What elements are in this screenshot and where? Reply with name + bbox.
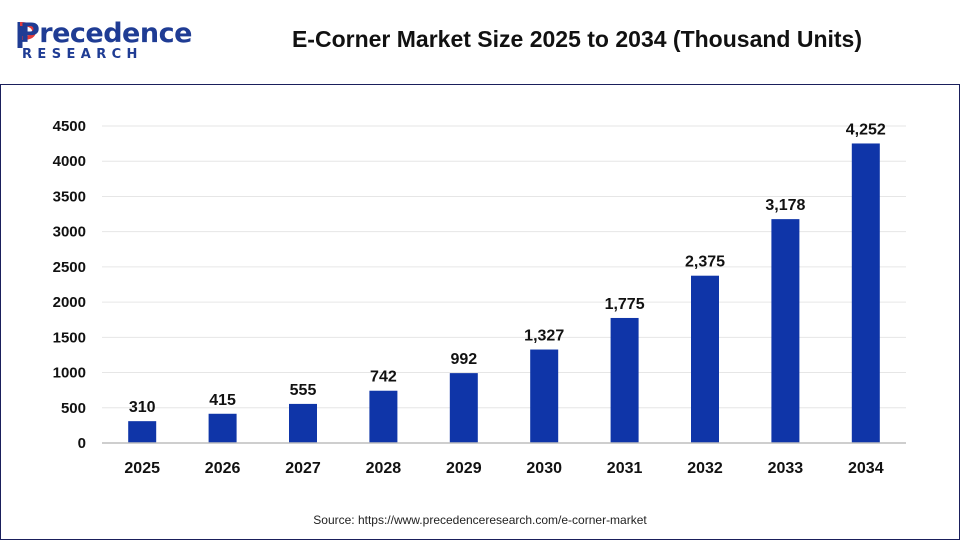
brand-logo: Precedence RESEARCH bbox=[16, 18, 192, 68]
bar bbox=[369, 390, 398, 443]
logo-mark-icon bbox=[17, 22, 37, 48]
y-tick-label: 3500 bbox=[53, 188, 86, 205]
brand-name: Precedence bbox=[20, 18, 192, 49]
bar bbox=[851, 143, 880, 443]
y-tick-label: 1000 bbox=[53, 365, 86, 382]
x-tick-label: 2028 bbox=[366, 460, 402, 477]
bar bbox=[530, 349, 559, 443]
data-label: 415 bbox=[209, 392, 236, 409]
y-tick-label: 500 bbox=[61, 400, 86, 417]
y-tick-label: 1500 bbox=[53, 329, 86, 346]
data-label: 555 bbox=[290, 382, 317, 399]
x-tick-label: 2032 bbox=[687, 460, 723, 477]
data-label: 1,327 bbox=[524, 328, 564, 345]
y-axis: 0 500 1000 1500 2000 2500 3000 3500 4000 4500 bbox=[53, 118, 86, 452]
bar bbox=[610, 317, 639, 443]
bar-chart: 0 500 1000 1500 2000 2500 3000 3500 4000 4500 310… bbox=[53, 118, 906, 477]
data-label: 992 bbox=[450, 351, 477, 368]
y-tick-label: 2500 bbox=[53, 259, 86, 276]
y-tick-label: 2000 bbox=[53, 294, 86, 311]
x-tick-label: 2030 bbox=[526, 460, 562, 477]
bar bbox=[289, 403, 317, 443]
x-tick-label: 2033 bbox=[768, 460, 804, 477]
brand-sub: RESEARCH bbox=[22, 47, 143, 62]
data-label: 1,775 bbox=[605, 296, 645, 313]
y-tick-label: 0 bbox=[78, 435, 86, 452]
x-tick-label: 2026 bbox=[205, 460, 241, 477]
data-label: 310 bbox=[129, 399, 156, 416]
data-labels: 310 415 555 742 992 1,327 1,775 2,375 3,178 4,252 bbox=[129, 121, 886, 416]
data-label: 2,375 bbox=[685, 254, 725, 271]
header: Precedence RESEARCH E-Corner Market Size… bbox=[0, 0, 960, 85]
bar bbox=[691, 275, 719, 443]
bar bbox=[128, 421, 157, 443]
data-label: 4,252 bbox=[846, 121, 886, 138]
x-axis: 2025 2026 2027 2028 2029 2030 2031 2032 2033 2034 bbox=[102, 442, 906, 477]
x-tick-label: 2031 bbox=[607, 460, 643, 477]
data-label: 742 bbox=[370, 369, 397, 386]
source-note: Source: https://www.precedenceresearch.c… bbox=[313, 513, 647, 527]
bar bbox=[208, 413, 237, 443]
data-label: 3,178 bbox=[765, 197, 805, 214]
x-tick-label: 2027 bbox=[285, 460, 321, 477]
bar bbox=[771, 219, 800, 443]
page-title: E-Corner Market Size 2025 to 2034 (Thous… bbox=[291, 26, 863, 52]
bar bbox=[449, 373, 478, 443]
x-tick-label: 2029 bbox=[446, 460, 482, 477]
y-tick-label: 4500 bbox=[53, 118, 86, 135]
y-tick-label: 4000 bbox=[53, 153, 86, 170]
x-tick-label: 2034 bbox=[848, 460, 884, 477]
x-tick-label: 2025 bbox=[124, 460, 160, 477]
y-tick-label: 3000 bbox=[53, 224, 86, 241]
bars bbox=[128, 143, 880, 443]
